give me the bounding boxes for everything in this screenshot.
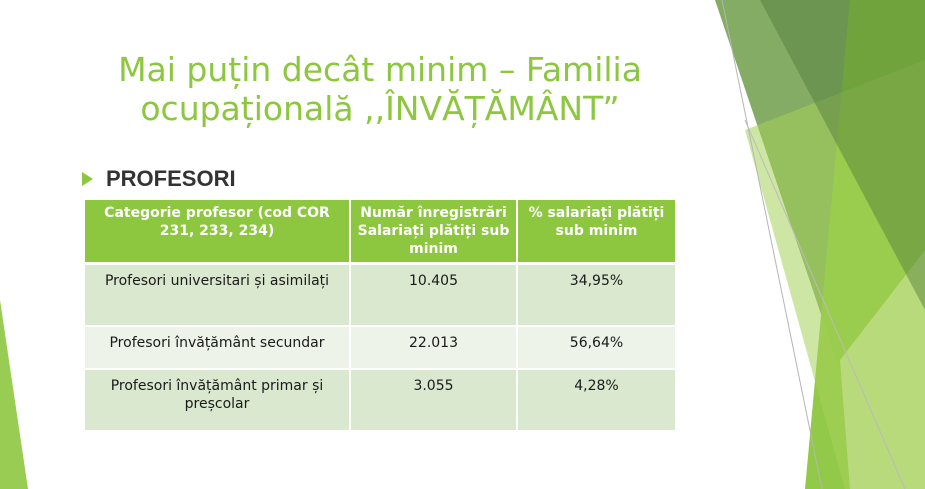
column-header-percent: % salariați plătiți sub minim xyxy=(517,200,675,265)
table-row: Profesori universitari și asimilați 10.4… xyxy=(85,263,675,327)
column-header-category: Categorie profesor (cod COR 231, 233, 23… xyxy=(85,200,351,265)
table-cell-category: Profesori învățământ secundar xyxy=(85,325,351,370)
salary-table: Categorie profesor (cod COR 231, 233, 23… xyxy=(85,200,675,432)
deco-line-2 xyxy=(744,119,906,489)
table-row: Profesori învățământ secundar 22.013 56,… xyxy=(85,325,675,370)
deco-shape-shadow xyxy=(760,0,925,310)
table-cell-count: 22.013 xyxy=(350,325,518,370)
slide-title-line-2: ocupațională ,,ÎNVĂȚĂMÂNT” xyxy=(140,89,620,128)
table-cell-category: Profesori universitari și asimilați xyxy=(85,263,351,327)
bullet-item: PROFESORI xyxy=(82,166,236,192)
deco-shape-pale xyxy=(840,250,925,489)
slide-title: Mai puțin decât minim – Familia ocupațio… xyxy=(80,50,680,128)
deco-shape-left xyxy=(0,300,28,489)
bullet-label: PROFESORI xyxy=(106,166,236,191)
table-row: Profesori învățământ primar și preșcolar… xyxy=(85,368,675,432)
column-header-count: Număr înregistrări Salariați plătiți sub… xyxy=(350,200,518,265)
slide-title-line-1: Mai puțin decât minim – Familia xyxy=(118,50,642,89)
table-cell-percent: 4,28% xyxy=(517,368,675,432)
table-cell-percent: 34,95% xyxy=(517,263,675,327)
table-cell-percent: 56,64% xyxy=(517,325,675,370)
table-cell-category: Profesori învățământ primar și preșcolar xyxy=(85,368,351,432)
triangle-bullet-icon xyxy=(82,172,93,186)
table-cell-count: 10.405 xyxy=(350,263,518,327)
table-header-row: Categorie profesor (cod COR 231, 233, 23… xyxy=(85,200,675,265)
table-cell-count: 3.055 xyxy=(350,368,518,432)
deco-line xyxy=(721,0,823,489)
